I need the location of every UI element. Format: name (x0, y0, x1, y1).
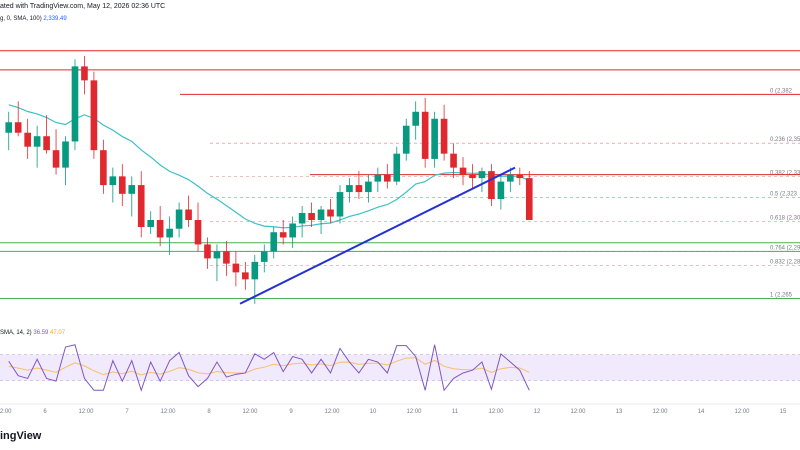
candle-body (43, 136, 50, 151)
rsi-header: SMA, 14, 2) 36.59 47.07 (0, 330, 65, 336)
candle-body (421, 111, 429, 159)
ma-label: g, 0, SMA, 100) (0, 16, 42, 22)
candle-body (90, 80, 98, 151)
candle-body (459, 167, 467, 175)
candle-body (185, 209, 192, 220)
x-tick-label: 15 (780, 409, 787, 415)
x-tick-label: 12:00 (0, 409, 12, 415)
candle-body (242, 272, 249, 280)
x-tick-label: 13 (616, 409, 623, 415)
candle-body (118, 176, 126, 194)
x-tick-label: 12:00 (570, 409, 586, 415)
candle-body (298, 213, 306, 224)
candle-body (156, 220, 164, 238)
x-tick-label: 12:00 (488, 409, 504, 415)
ma-value: 2,339.49 (43, 16, 67, 22)
rsi-ma-value: 47.07 (50, 330, 66, 336)
x-tick-label: 9 (289, 409, 293, 415)
candle-body (365, 181, 372, 193)
candle-body (336, 192, 344, 217)
candle-body (289, 223, 296, 238)
candle-body (431, 118, 438, 159)
x-tick-label: 11 (452, 409, 459, 415)
rsi-ma-line (8, 357, 530, 376)
candle-body (308, 213, 315, 220)
candle-body (232, 263, 240, 273)
x-tick-label: 14 (698, 409, 705, 415)
candle-body (497, 181, 505, 200)
candle-body (516, 174, 524, 179)
symbol-header-prefix: ated with TradingView.com, May 12, 2026 … (0, 3, 166, 10)
candle-body (137, 185, 145, 227)
candle-body (175, 209, 183, 229)
fib-level-label: 0 (2,382 (770, 88, 793, 94)
candle-body (166, 228, 173, 238)
candle-body (128, 185, 136, 194)
trendline (239, 166, 516, 305)
candle-body (374, 174, 382, 182)
candle-body (251, 261, 259, 280)
x-tick-label: 12:00 (242, 409, 258, 415)
candle-body (440, 118, 448, 154)
brand-logo: ingView (0, 430, 42, 442)
rsi-value: 36.59 (33, 330, 49, 336)
candle-body (109, 176, 117, 186)
candle-body (478, 171, 486, 179)
symbol-header: ated with TradingView.com, May 12, 2026 … (0, 3, 165, 10)
x-tick-label: 6 (43, 409, 47, 415)
candle-body (52, 150, 60, 168)
candle-body (327, 209, 334, 217)
candle-body (260, 251, 268, 262)
candle-body (100, 150, 107, 186)
indicator-header: g, 0, SMA, 100) 2,339.49 (0, 16, 67, 22)
rsi-label: SMA, 14, 2) (0, 330, 32, 336)
fib-level-label: 0.618 (2,309 (770, 216, 800, 222)
candle-body (393, 153, 401, 182)
x-tick-label: 12:00 (734, 409, 750, 415)
candle-body (270, 232, 278, 252)
x-tick-label: 12:00 (160, 409, 176, 415)
x-tick-label: 7 (125, 409, 129, 415)
x-tick-label: 10 (370, 409, 377, 415)
candle-body (279, 232, 287, 238)
candle-body (213, 251, 221, 259)
fib-level-label: 0.382 (2,335 (770, 170, 800, 176)
candle-body (62, 141, 69, 168)
candle-body (71, 66, 79, 142)
candle-body (14, 122, 22, 133)
fib-level-label: 0.832 (2,284 (770, 259, 800, 265)
x-tick-label: 12:00 (406, 409, 422, 415)
candle-body (223, 251, 230, 264)
x-tick-label: 8 (207, 409, 211, 415)
x-tick-label: 12 (534, 409, 541, 415)
candle-body (488, 171, 495, 200)
candle-body (412, 111, 420, 126)
fib-level-label: 1 (2,265 (770, 293, 793, 299)
candle-body (450, 153, 457, 168)
fib-level-label: 0.236 (2,354 (770, 137, 800, 143)
candle-body (5, 122, 13, 133)
x-tick-label: 12:00 (324, 409, 340, 415)
rsi-line (8, 344, 530, 392)
candle-body (204, 244, 211, 259)
x-tick-label: 12:00 (78, 409, 94, 415)
candle-body (24, 132, 31, 147)
candle-body (469, 174, 476, 179)
candle-body (33, 136, 41, 147)
rsi-band (0, 354, 800, 381)
candle-body (525, 178, 533, 220)
x-tick-label: 12:00 (652, 409, 668, 415)
candle-body (147, 220, 155, 227)
candle-body (383, 174, 391, 182)
candle-body (317, 209, 325, 220)
candle-body (355, 185, 363, 193)
candle-body (81, 66, 88, 81)
candle-body (346, 185, 353, 193)
candle-body (402, 125, 410, 154)
candle-body (507, 174, 514, 182)
candle-body (194, 220, 202, 245)
fib-level-label: 0.764 (2,292 (770, 245, 800, 251)
fib-level-label: 0.5 (2,323 (770, 191, 798, 197)
